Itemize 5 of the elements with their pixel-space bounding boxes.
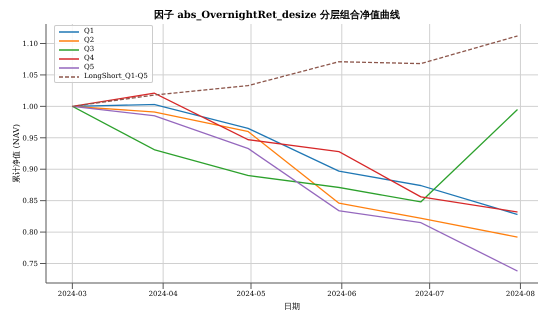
line-series: [72, 106, 518, 272]
chart-title: 因子 abs_OvernightRet_desize 分层组合净值曲线: [152, 8, 402, 22]
line-series: [72, 35, 518, 107]
y-axis-title: 累计净值 (NAV): [12, 124, 21, 183]
x-axis-title: 日期: [284, 302, 300, 311]
